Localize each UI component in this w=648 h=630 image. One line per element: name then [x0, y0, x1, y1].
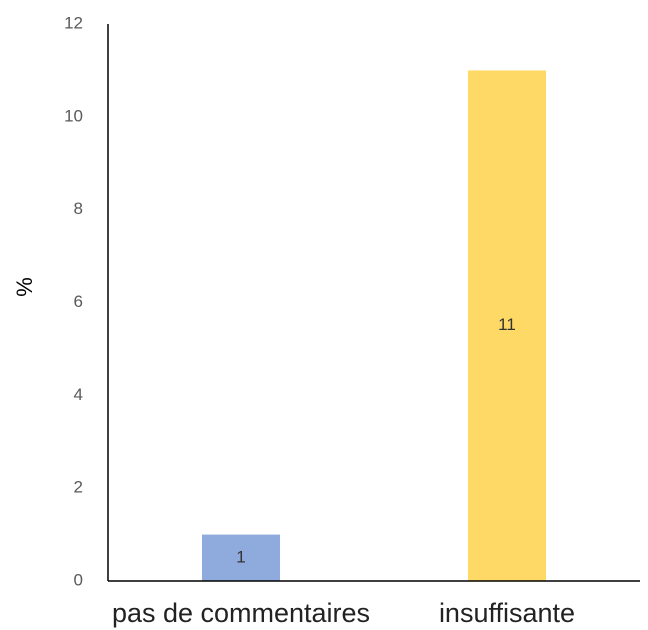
y-tick-label: 8 [74, 199, 83, 218]
y-axis-title: % [12, 277, 37, 297]
x-category-label: pas de commentaires [112, 598, 370, 628]
y-tick-label: 12 [64, 13, 83, 32]
bar-data-label: 1 [236, 547, 245, 566]
bars: 111 [202, 70, 546, 582]
y-tick-label: 6 [74, 292, 83, 311]
x-category-label: insuffisante [439, 598, 575, 628]
y-tick-label: 4 [74, 385, 83, 404]
y-tick-label: 10 [64, 106, 83, 125]
bar [202, 534, 280, 581]
bar [468, 70, 546, 582]
bar-data-label: 11 [498, 315, 516, 334]
y-tick-label: 0 [74, 570, 83, 589]
y-axis-ticks: 0 2 4 6 8 10 12 [64, 13, 83, 589]
x-axis-labels: pas de commentaires insuffisante [112, 598, 575, 628]
y-tick-label: 2 [74, 478, 83, 497]
